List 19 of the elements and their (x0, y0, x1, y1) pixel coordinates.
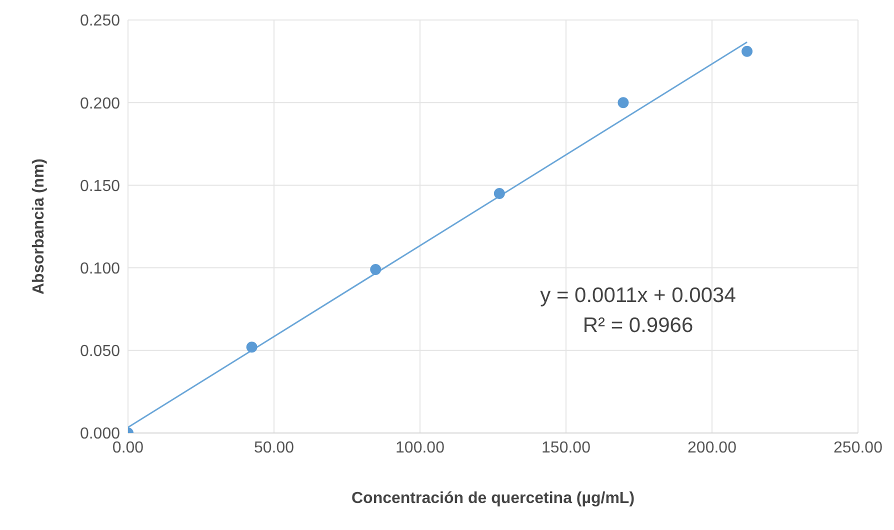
x-tick-label: 200.00 (688, 439, 737, 456)
y-tick-label: 0.100 (80, 260, 120, 278)
y-axis-title: Absorbancia (nm) (30, 158, 48, 295)
x-tick-label: 150.00 (542, 439, 591, 456)
x-tick-label: 100.00 (396, 439, 445, 456)
y-tick-label: 0.050 (80, 343, 120, 360)
x-tick-label: 250.00 (834, 439, 883, 456)
point (246, 342, 258, 353)
x-axis-title: Concentración de quercetina (µg/mL) (351, 490, 635, 507)
y-tick-label: 0.150 (80, 178, 120, 195)
point (370, 264, 382, 275)
y-tick-label: 0.250 (80, 12, 120, 30)
point (618, 97, 629, 108)
point (494, 188, 505, 199)
annotation: R² = 0.9966 (582, 314, 694, 338)
annotation: y = 0.0011x + 0.0034 (539, 284, 737, 308)
point (742, 46, 753, 57)
y-tick-label: 0.200 (80, 95, 120, 112)
x-tick-label: 50.00 (254, 439, 294, 456)
